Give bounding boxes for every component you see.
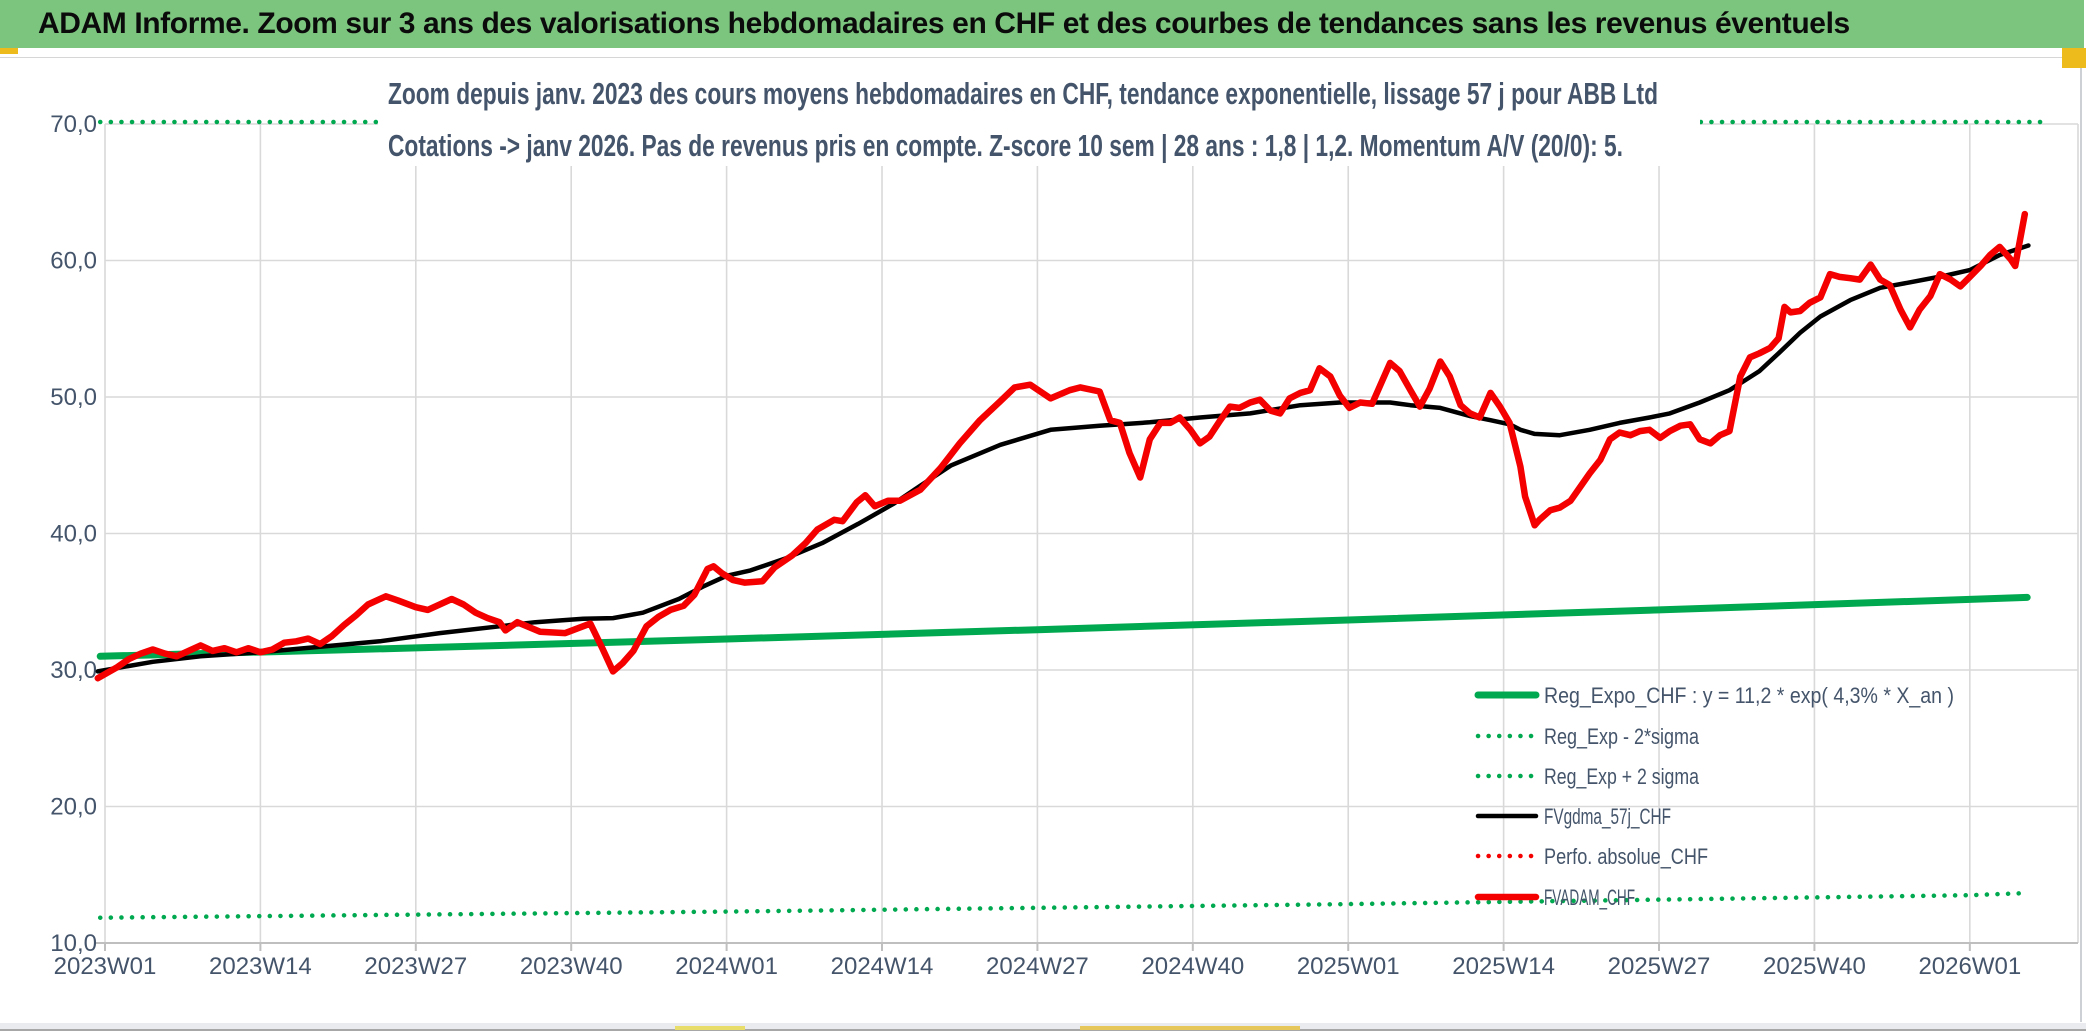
legend-item: Reg_Expo_CHF : y = 11,2 * exp( 4,3% * X_… (1474, 683, 1954, 708)
x-tick-label: 2025W01 (1297, 953, 1400, 980)
x-tick-label: 2026W01 (1918, 953, 2021, 980)
header-title: ADAM Informe. Zoom sur 3 ans des valoris… (38, 7, 1850, 40)
chart-title-line2: Cotations -> janv 2026. Pas de revenus p… (388, 128, 1623, 163)
gold-accent-right (2062, 48, 2086, 68)
y-tick-label: 60,0 (50, 248, 97, 275)
x-tick-label: 2023W14 (209, 953, 312, 980)
bottom-strip-yellow-segment (675, 1026, 745, 1030)
bottom-strip-yellow-segment (1080, 1026, 1300, 1030)
y-tick-label: 70,0 (50, 111, 97, 138)
x-tick-label: 2025W27 (1608, 953, 1711, 980)
x-tick-label: 2023W27 (364, 953, 467, 980)
axis-labels: 10,0 20,0 30,0 40,0 50,0 60,0 70,0 2023W01 2023W… (50, 111, 2021, 980)
window-edge-right (2080, 60, 2082, 1022)
series-FVADAM_CHF (94, 210, 2029, 682)
legend-label: Perfo. absolue_CHF (1544, 844, 1708, 869)
x-tick-label: 2025W14 (1452, 953, 1555, 980)
legend-item: FVgdma_57j_CHF (1475, 804, 1671, 829)
y-tick-label: 40,0 (50, 521, 97, 548)
legend-label: Reg_Exp + 2 sigma (1544, 764, 1700, 789)
legend-label: Reg_Expo_CHF : y = 11,2 * exp( 4,3% * X_… (1544, 683, 1954, 708)
x-tick-label: 2024W27 (986, 953, 1089, 980)
legend-item: Perfo. absolue_CHF (1475, 844, 1708, 869)
legend-label: FVgdma_57j_CHF (1544, 804, 1671, 829)
chart-legend: Reg_Expo_CHF : y = 11,2 * exp( 4,3% * X_… (1474, 683, 1954, 910)
series-Reg_Expo_CHF (96, 593, 2031, 660)
x-tick-label: 2024W14 (831, 953, 934, 980)
series-Reg_Exp (97, 890, 2025, 920)
x-tick-label: 2025W40 (1763, 953, 1866, 980)
y-tick-label: 20,0 (50, 794, 97, 821)
chart-title-backdrop (378, 64, 1700, 166)
y-tick-label: 50,0 (50, 384, 97, 411)
legend-label: Reg_Exp - 2*sigma (1544, 724, 1700, 749)
x-tick-label: 2024W40 (1141, 953, 1244, 980)
y-tick-label: 10,0 (50, 930, 97, 957)
header-bar: ADAM Informe. Zoom sur 3 ans des valoris… (0, 0, 2084, 48)
chart-title-line1: Zoom depuis janv. 2023 des cours moyens … (388, 76, 1658, 111)
x-tick-label: 2024W01 (675, 953, 778, 980)
legend-item: Reg_Exp + 2 sigma (1475, 764, 1700, 789)
legend-item: FVADAM_CHF (1474, 885, 1635, 910)
header-divider (0, 57, 2086, 58)
gridlines (95, 123, 2079, 951)
bottom-scroll-strip[interactable] (0, 1022, 2086, 1031)
gold-accent-left (0, 48, 18, 54)
y-tick-label: 30,0 (50, 657, 97, 684)
legend-label: FVADAM_CHF (1544, 885, 1635, 910)
x-tick-label: 2023W01 (54, 953, 157, 980)
x-tick-label: 2023W40 (520, 953, 623, 980)
legend-item: Reg_Exp - 2*sigma (1475, 724, 1700, 749)
